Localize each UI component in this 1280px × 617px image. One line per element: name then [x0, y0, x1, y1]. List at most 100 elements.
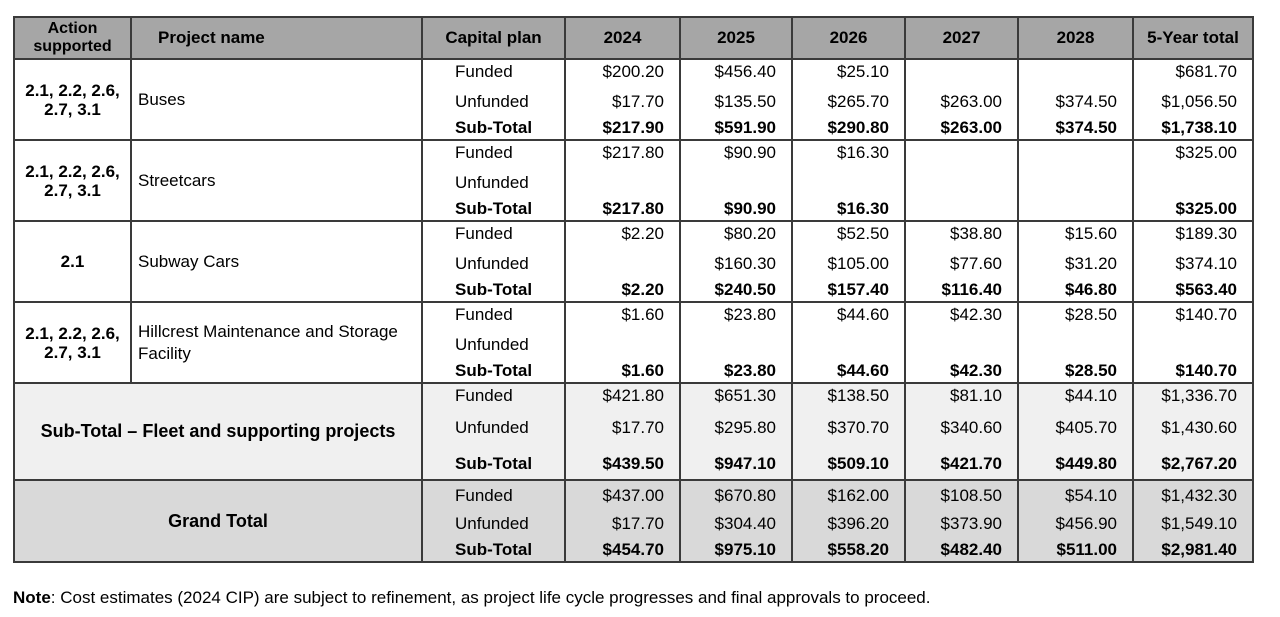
- value-cell-2028: $28.50 $28.50: [1017, 301, 1134, 384]
- unfunded-value: [1140, 331, 1246, 358]
- unfunded-value: $405.70: [1055, 418, 1117, 437]
- subtotal-value: $1,738.10: [1161, 118, 1237, 137]
- project-row: 2.1, 2.2, 2.6, 2.7, 3.1 Hillcrest Mainten…: [13, 301, 1254, 384]
- unfunded-value: $396.20: [827, 514, 889, 533]
- value-cell-total: $325.00 $325.00: [1132, 139, 1254, 222]
- unfunded-value: [799, 169, 898, 196]
- subtotal-value: $263.00: [940, 118, 1002, 137]
- value-cell-2028: $54.10 $456.90 $511.00: [1017, 479, 1134, 563]
- unfunded-value: $17.70: [612, 514, 664, 533]
- value-cell-2024: $421.80 $17.70 $439.50: [564, 382, 681, 481]
- subtotal-value: [912, 196, 1011, 220]
- action-supported-cell: 2.1, 2.2, 2.6, 2.7, 3.1: [13, 301, 132, 384]
- header-row: Action supported Project name Capital pl…: [13, 16, 1254, 60]
- funded-value: $54.10: [1065, 485, 1117, 505]
- funded-value: $80.20: [724, 224, 776, 243]
- value-cell-total: $1,432.30 $1,549.10 $2,981.40: [1132, 479, 1254, 563]
- plan-label-subtotal: Sub-Total: [455, 361, 533, 380]
- project-name-cell: Hillcrest Maintenance and Storage Facili…: [130, 301, 423, 384]
- value-cell-2026: $138.50 $370.70 $509.10: [791, 382, 906, 481]
- funded-value: $217.80: [602, 143, 664, 162]
- subtotal-value: $240.50: [714, 280, 776, 299]
- funded-value: $42.30: [950, 305, 1002, 324]
- subtotal-value: $449.80: [1055, 453, 1117, 473]
- value-cell-2025: $80.20 $160.30 $240.50: [679, 220, 793, 303]
- plan-label-subtotal: Sub-Total: [455, 118, 533, 137]
- unfunded-value: $1,430.60: [1161, 418, 1237, 437]
- funded-value: $162.00: [827, 485, 889, 505]
- subtotal-value: $217.80: [602, 199, 664, 218]
- unfunded-value: $105.00: [827, 253, 889, 273]
- project-row: 2.1, 2.2, 2.6, 2.7, 3.1 Streetcars Funded U…: [13, 139, 1254, 222]
- header-2025: 2025: [679, 16, 793, 60]
- subtotal-value: $374.50: [1055, 118, 1117, 137]
- plan-label-funded: Funded: [455, 386, 513, 405]
- header-2026: 2026: [791, 16, 906, 60]
- unfunded-value: [572, 331, 673, 358]
- unfunded-value: $17.70: [612, 91, 664, 111]
- unfunded-value: [799, 331, 898, 358]
- unfunded-value: $374.50: [1055, 91, 1117, 111]
- project-name-cell: Buses: [130, 58, 423, 141]
- funded-value: $651.30: [714, 386, 776, 405]
- funded-value: $200.20: [602, 62, 664, 81]
- unfunded-value: [1140, 169, 1246, 196]
- unfunded-value: $77.60: [950, 253, 1002, 273]
- value-cell-2024: $217.80 $217.80: [564, 139, 681, 222]
- footnote: Note: Cost estimates (2024 CIP) are subj…: [13, 588, 931, 608]
- value-cell-2027: $38.80 $77.60 $116.40: [904, 220, 1019, 303]
- value-cell-total: $681.70 $1,056.50 $1,738.10: [1132, 58, 1254, 141]
- value-cell-2025: $651.30 $295.80 $947.10: [679, 382, 793, 481]
- grand-total-row: Grand Total Funded Unfunded Sub-Total $437.0…: [13, 479, 1254, 563]
- value-cell-2024: $2.20 $2.20: [564, 220, 681, 303]
- subtotal-value: $1.60: [621, 361, 664, 380]
- value-cell-2028: $374.50 $374.50: [1017, 58, 1134, 141]
- subtotal-value: $454.70: [602, 540, 664, 559]
- unfunded-value: $304.40: [714, 514, 776, 533]
- funded-value: $325.00: [1175, 143, 1237, 162]
- funded-value: $23.80: [724, 305, 776, 324]
- subtotal-value: [1025, 196, 1126, 220]
- value-cell-2024: $1.60 $1.60: [564, 301, 681, 384]
- value-cell-2024: $437.00 $17.70 $454.70: [564, 479, 681, 563]
- capital-plan-cell: Funded Unfunded Sub-Total: [421, 301, 566, 384]
- plan-label-subtotal: Sub-Total: [455, 540, 533, 559]
- funded-value: $81.10: [950, 386, 1002, 405]
- value-cell-2027: $108.50 $373.90 $482.40: [904, 479, 1019, 563]
- plan-label-unfunded: Unfunded: [455, 172, 529, 192]
- value-cell-2025: $670.80 $304.40 $975.10: [679, 479, 793, 563]
- funded-value: $2.20: [621, 224, 664, 243]
- subtotal-value: $2,981.40: [1161, 540, 1237, 559]
- action-supported-cell: 2.1: [13, 220, 132, 303]
- value-cell-2025: $23.80 $23.80: [679, 301, 793, 384]
- subtotal-value: $511.00: [1056, 540, 1117, 559]
- funded-value: $681.70: [1175, 62, 1237, 81]
- value-cell-2026: $162.00 $396.20 $558.20: [791, 479, 906, 563]
- funded-value: [1025, 141, 1126, 169]
- funded-value: $421.80: [602, 386, 664, 405]
- funded-value: $25.10: [837, 62, 889, 81]
- value-cell-2027: $42.30 $42.30: [904, 301, 1019, 384]
- subtotal-value: $2,767.20: [1161, 453, 1237, 473]
- unfunded-value: [912, 169, 1011, 196]
- note-text: : Cost estimates (2024 CIP) are subject …: [50, 588, 931, 607]
- funded-value: [912, 141, 1011, 169]
- header-2024: 2024: [564, 16, 681, 60]
- funded-value: $670.80: [714, 485, 776, 505]
- header-capital-plan: Capital plan: [421, 16, 566, 60]
- subtotal-value: $140.70: [1175, 361, 1237, 380]
- funded-value: [912, 60, 1011, 88]
- subtotal-value: $44.60: [837, 361, 889, 380]
- value-cell-2027: $81.10 $340.60 $421.70: [904, 382, 1019, 481]
- unfunded-value: [572, 250, 673, 277]
- fleet-subtotal-row: Sub-Total – Fleet and supporting project…: [13, 382, 1254, 481]
- project-row: 2.1 Subway Cars Funded Unfunded Sub-Total $2.…: [13, 220, 1254, 303]
- subtotal-value: $975.10: [714, 540, 776, 559]
- funded-value: $52.50: [837, 224, 889, 243]
- subtotal-value: $290.80: [827, 118, 889, 137]
- plan-label-subtotal: Sub-Total: [455, 453, 533, 473]
- value-cell-2025: $456.40 $135.50 $591.90: [679, 58, 793, 141]
- plan-label-funded: Funded: [455, 143, 513, 162]
- capital-plan-cell: Funded Unfunded Sub-Total: [421, 220, 566, 303]
- header-2027: 2027: [904, 16, 1019, 60]
